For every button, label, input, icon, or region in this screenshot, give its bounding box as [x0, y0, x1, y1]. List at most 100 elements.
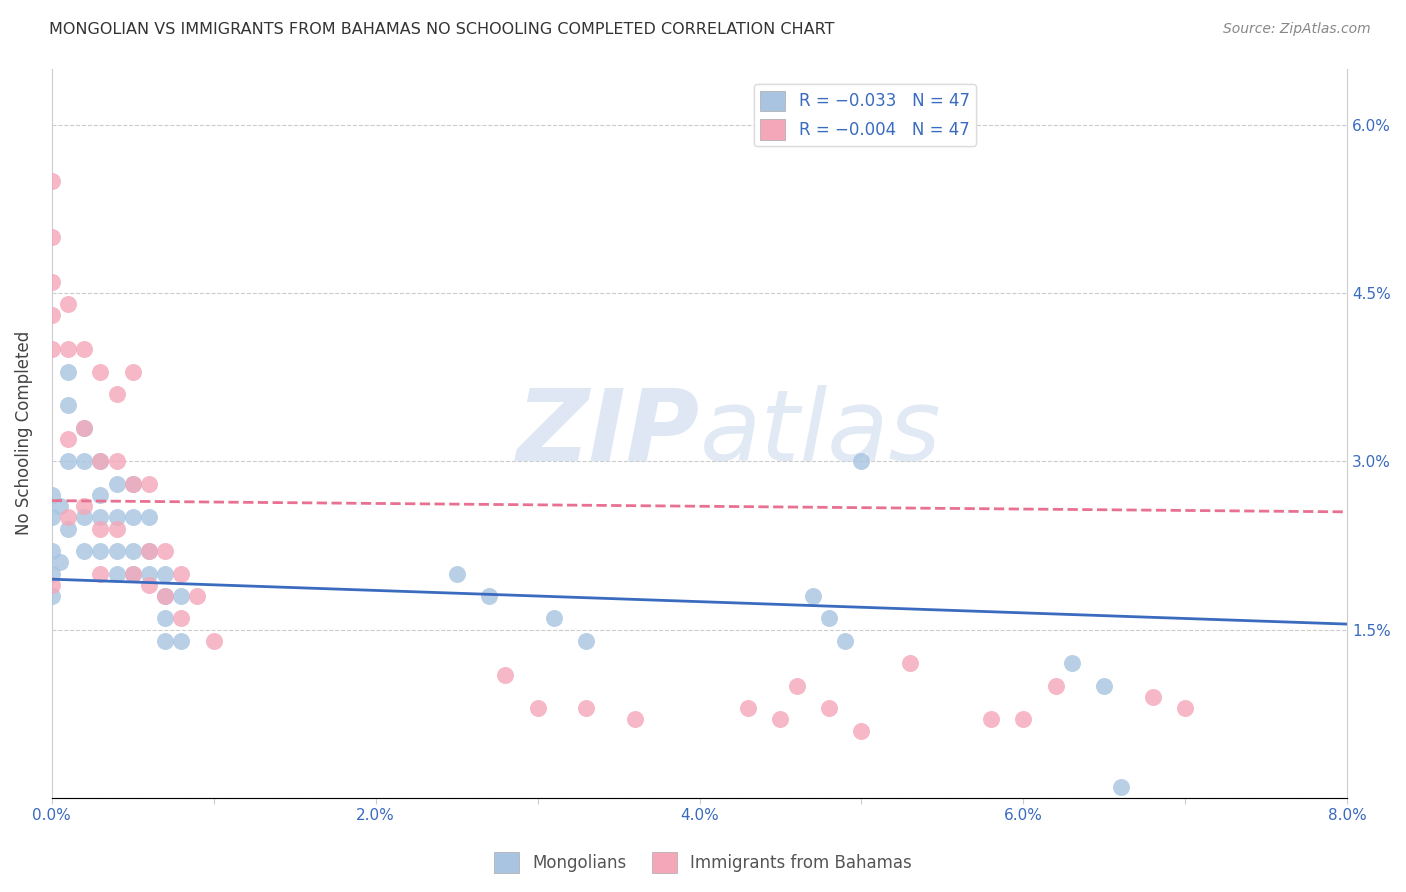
- Point: [1012, 713, 1035, 727]
- Point: [41, 510, 63, 524]
- Point: [186, 589, 208, 603]
- Point: [526, 701, 548, 715]
- Point: [105, 387, 128, 401]
- Point: [89, 454, 111, 468]
- Point: [41, 174, 63, 188]
- Point: [121, 566, 143, 581]
- Point: [56, 398, 79, 412]
- Point: [105, 476, 128, 491]
- Point: [41, 230, 63, 244]
- Text: ZIP: ZIP: [516, 384, 700, 482]
- Point: [121, 476, 143, 491]
- Point: [575, 634, 598, 648]
- Point: [818, 701, 841, 715]
- Point: [41, 342, 63, 356]
- Point: [769, 713, 792, 727]
- Point: [105, 544, 128, 558]
- Point: [1060, 657, 1083, 671]
- Point: [49, 500, 72, 514]
- Point: [73, 342, 96, 356]
- Point: [575, 701, 598, 715]
- Point: [41, 488, 63, 502]
- Point: [56, 522, 79, 536]
- Point: [737, 701, 759, 715]
- Point: [73, 420, 96, 434]
- Point: [818, 611, 841, 625]
- Point: [73, 544, 96, 558]
- Point: [170, 611, 193, 625]
- Point: [623, 713, 645, 727]
- Point: [49, 555, 72, 569]
- Point: [105, 522, 128, 536]
- Point: [834, 634, 856, 648]
- Point: [138, 544, 160, 558]
- Point: [121, 544, 143, 558]
- Point: [56, 365, 79, 379]
- Point: [73, 500, 96, 514]
- Point: [153, 589, 176, 603]
- Text: MONGOLIAN VS IMMIGRANTS FROM BAHAMAS NO SCHOOLING COMPLETED CORRELATION CHART: MONGOLIAN VS IMMIGRANTS FROM BAHAMAS NO …: [49, 22, 835, 37]
- Point: [89, 566, 111, 581]
- Text: atlas: atlas: [700, 384, 941, 482]
- Point: [153, 566, 176, 581]
- Point: [153, 634, 176, 648]
- Point: [153, 611, 176, 625]
- Point: [153, 544, 176, 558]
- Point: [202, 634, 225, 648]
- Point: [494, 667, 516, 681]
- Point: [153, 589, 176, 603]
- Point: [89, 522, 111, 536]
- Text: Source: ZipAtlas.com: Source: ZipAtlas.com: [1223, 22, 1371, 37]
- Point: [851, 723, 873, 738]
- Legend: Mongolians, Immigrants from Bahamas: Mongolians, Immigrants from Bahamas: [488, 846, 918, 880]
- Point: [41, 544, 63, 558]
- Point: [138, 566, 160, 581]
- Point: [105, 454, 128, 468]
- Point: [898, 657, 921, 671]
- Point: [138, 510, 160, 524]
- Point: [543, 611, 565, 625]
- Point: [138, 544, 160, 558]
- Point: [170, 589, 193, 603]
- Point: [56, 510, 79, 524]
- Y-axis label: No Schooling Completed: No Schooling Completed: [15, 331, 32, 535]
- Point: [801, 589, 824, 603]
- Point: [41, 566, 63, 581]
- Point: [41, 578, 63, 592]
- Point: [851, 454, 873, 468]
- Point: [478, 589, 501, 603]
- Point: [980, 713, 1002, 727]
- Point: [446, 566, 468, 581]
- Point: [56, 454, 79, 468]
- Point: [105, 510, 128, 524]
- Point: [1045, 679, 1067, 693]
- Point: [786, 679, 808, 693]
- Point: [1109, 780, 1132, 794]
- Point: [73, 454, 96, 468]
- Point: [138, 578, 160, 592]
- Point: [89, 488, 111, 502]
- Point: [56, 342, 79, 356]
- Point: [41, 309, 63, 323]
- Point: [73, 510, 96, 524]
- Point: [121, 510, 143, 524]
- Point: [138, 476, 160, 491]
- Point: [170, 566, 193, 581]
- Point: [89, 510, 111, 524]
- Point: [170, 634, 193, 648]
- Point: [121, 365, 143, 379]
- Point: [56, 297, 79, 311]
- Point: [121, 566, 143, 581]
- Point: [89, 454, 111, 468]
- Point: [121, 476, 143, 491]
- Legend: R = −0.033   N = 47, R = −0.004   N = 47: R = −0.033 N = 47, R = −0.004 N = 47: [754, 84, 976, 146]
- Point: [56, 432, 79, 446]
- Point: [73, 420, 96, 434]
- Point: [41, 275, 63, 289]
- Point: [89, 365, 111, 379]
- Point: [41, 589, 63, 603]
- Point: [89, 544, 111, 558]
- Point: [105, 566, 128, 581]
- Point: [1174, 701, 1197, 715]
- Point: [1142, 690, 1164, 704]
